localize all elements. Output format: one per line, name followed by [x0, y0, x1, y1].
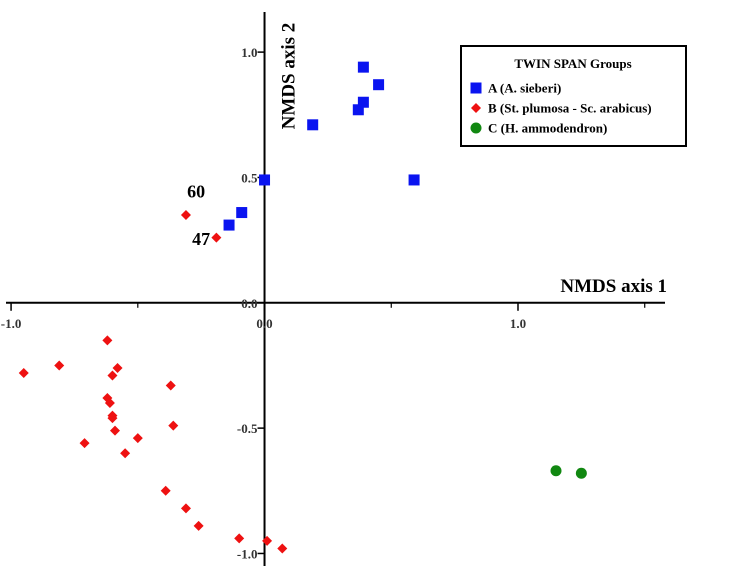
data-point-series-1 [408, 174, 420, 186]
y-tick-label: 0.0 [241, 296, 257, 311]
data-point-series-3 [575, 467, 587, 479]
data-point-series-2 [211, 232, 222, 243]
point-annotation: 60 [187, 182, 205, 202]
data-point-series-1 [357, 96, 369, 108]
data-point-series-1 [357, 61, 369, 73]
data-point-series-2 [79, 438, 90, 449]
point-annotation: 47 [192, 229, 210, 249]
data-point-series-3 [550, 465, 562, 477]
legend-label-3: C (H. ammodendron) [488, 121, 607, 136]
legend-marker-2 [471, 103, 481, 113]
y-axis-title: NMDS axis 2 [279, 23, 300, 130]
data-point-series-2 [107, 370, 118, 381]
data-point-series-2 [107, 413, 118, 424]
data-point-series-2 [132, 433, 143, 444]
data-point-series-2 [180, 210, 191, 221]
data-point-series-2 [180, 503, 191, 514]
data-point-series-1 [236, 207, 248, 219]
y-tick-label: -1.0 [237, 546, 258, 561]
legend-title: TWIN SPAN Groups [514, 56, 631, 71]
y-tick-label: 0.5 [241, 170, 258, 185]
data-point-series-2 [160, 485, 171, 496]
data-point-series-2 [165, 380, 176, 391]
data-point-series-2 [18, 367, 29, 378]
x-tick-label: -1.0 [1, 316, 22, 331]
data-point-series-2 [277, 543, 288, 554]
data-point-series-2 [109, 425, 120, 436]
data-point-series-2 [168, 420, 179, 431]
data-point-series-2 [112, 362, 123, 373]
data-point-series-1 [259, 174, 271, 186]
legend-marker-1 [470, 82, 482, 94]
y-tick-label: 1.0 [241, 45, 257, 60]
legend: TWIN SPAN Groups A (A. sieberi) B (St. pl… [460, 45, 687, 147]
data-point-series-2 [234, 533, 245, 544]
legend-box [460, 45, 687, 147]
data-point-series-2 [262, 535, 273, 546]
x-tick-label: 0.0 [256, 316, 272, 331]
data-point-series-1 [352, 104, 364, 116]
data-points [18, 61, 587, 554]
data-point-series-2 [54, 360, 65, 371]
data-point-series-1 [223, 219, 235, 231]
annotations: 60 47 [187, 182, 210, 250]
data-point-series-2 [104, 398, 115, 409]
axes: -1.0 0.0 1.0 1.0 0.5 0.0 -0.5 -1.0 NMDS axis 1 NM… [1, 12, 667, 566]
x-axis-title: NMDS axis 1 [560, 276, 667, 297]
x-tick-label: 1.0 [510, 316, 526, 331]
y-tick-label: -0.5 [237, 421, 258, 436]
data-point-series-2 [120, 448, 131, 459]
legend-entries: A (A. sieberi) B (St. plumosa - Sc. arabi… [470, 81, 652, 136]
legend-marker-3 [470, 122, 482, 134]
data-point-series-2 [102, 335, 113, 346]
legend-label-2: B (St. plumosa - Sc. arabicus) [488, 101, 652, 116]
data-point-series-1 [373, 79, 385, 91]
data-point-series-1 [307, 119, 319, 131]
legend-label-1: A (A. sieberi) [488, 81, 561, 96]
data-point-series-2 [193, 520, 204, 531]
